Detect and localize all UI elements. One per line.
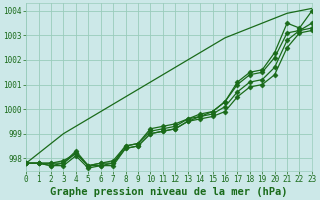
X-axis label: Graphe pression niveau de la mer (hPa): Graphe pression niveau de la mer (hPa) <box>50 186 288 197</box>
